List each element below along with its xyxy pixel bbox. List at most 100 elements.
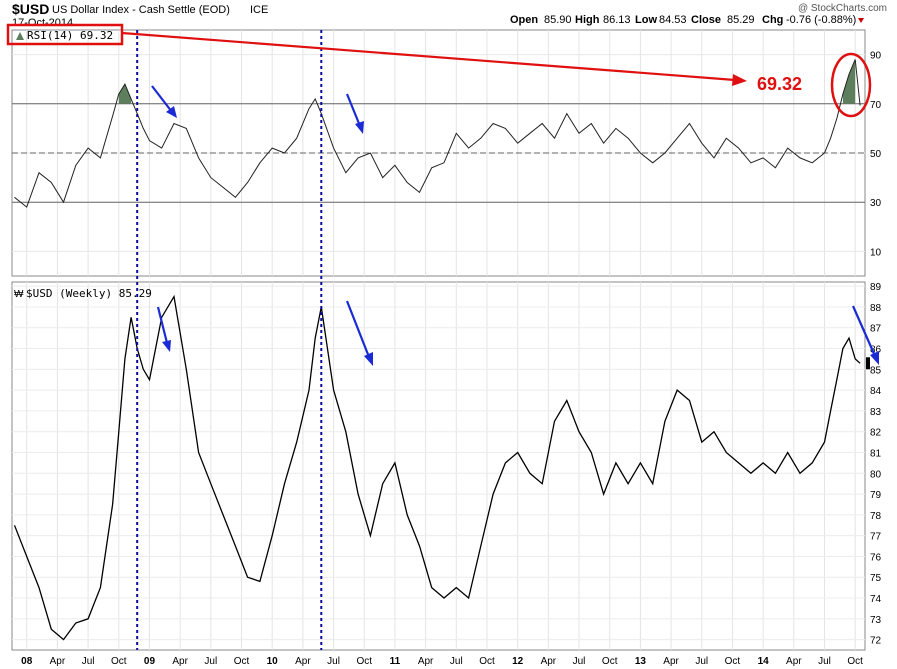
price-y-tick-81: 81 <box>870 448 882 459</box>
rsi-overbought-fill-2 <box>842 59 856 104</box>
x-tick-25: Apr <box>786 656 802 667</box>
price-panel-frame <box>11 281 866 651</box>
open-label: Open <box>510 14 538 26</box>
price-panel: 72 73 74 75 76 77 78 79 80 81 82 83 84 85 86 87 88 89 ₩ $… <box>11 281 882 651</box>
rsi-reference-lines <box>12 103 865 203</box>
x-tick-27: Oct <box>847 656 863 667</box>
rsi-panel: 10 30 50 70 90 RSI(14) 69.32 <box>6 23 882 277</box>
price-y-tick-80: 80 <box>870 469 882 480</box>
price-y-tick-72: 72 <box>870 636 882 647</box>
low-label: Low <box>635 14 657 26</box>
price-y-tick-89: 89 <box>870 282 882 293</box>
x-tick-2: Jul <box>82 656 95 667</box>
x-tick-11: Oct <box>356 656 372 667</box>
price-y-tick-75: 75 <box>870 573 882 584</box>
x-tick-18: Jul <box>573 656 586 667</box>
price-y-tick-77: 77 <box>870 532 882 543</box>
chg-value: -0.76 (-0.88%) <box>786 14 856 26</box>
price-gridlines <box>12 282 865 650</box>
rsi-legend-icon <box>16 32 24 40</box>
x-tick-4: 09 <box>144 656 156 667</box>
rsi-legend: RSI(14) 69.32 <box>6 23 124 46</box>
current-price-tag <box>866 357 870 370</box>
x-tick-17: Apr <box>541 656 557 667</box>
rsi-y-tick-1: 30 <box>870 198 882 209</box>
blue-arrow-3 <box>156 306 171 352</box>
x-tick-3: Oct <box>111 656 127 667</box>
price-y-tick-86: 86 <box>870 345 882 356</box>
x-tick-16: 12 <box>512 656 524 667</box>
x-tick-26: Jul <box>818 656 831 667</box>
price-y-tick-74: 74 <box>870 594 882 605</box>
blue-arrow-2 <box>345 93 364 134</box>
price-y-axis: 72 73 74 75 76 77 78 79 80 81 82 83 84 85 86 87 88 89 <box>870 282 882 646</box>
x-tick-22: Jul <box>695 656 708 667</box>
x-tick-19: Oct <box>602 656 618 667</box>
red-callout-line <box>121 31 736 82</box>
chart-instrument-name: US Dollar Index - Cash Settle (EOD) <box>52 4 230 16</box>
price-y-tick-85: 85 <box>870 365 882 376</box>
price-current-marker <box>866 357 870 370</box>
x-tick-8: 10 <box>267 656 279 667</box>
chg-down-icon <box>858 18 864 23</box>
price-legend: ₩ $USD (Weekly) 85.29 <box>14 287 152 300</box>
chart-exchange: ICE <box>250 4 268 16</box>
x-tick-6: Jul <box>204 656 217 667</box>
close-value: 85.29 <box>727 14 755 26</box>
chart-symbol: $USD <box>12 1 49 17</box>
rsi-y-tick-4: 90 <box>870 51 882 62</box>
open-value: 85.90 <box>544 14 572 26</box>
x-tick-23: Oct <box>725 656 741 667</box>
x-tick-9: Apr <box>295 656 311 667</box>
price-legend-label: $USD (Weekly) 85.29 <box>26 287 152 300</box>
rsi-y-tick-0: 10 <box>870 247 882 258</box>
price-y-tick-87: 87 <box>870 324 882 335</box>
watermark: @ StockCharts.com <box>798 3 887 14</box>
price-y-tick-88: 88 <box>870 303 882 314</box>
high-value: 86.13 <box>603 14 631 26</box>
blue-arrow-1 <box>151 85 177 118</box>
x-tick-5: Apr <box>172 656 188 667</box>
red-callout-arrowhead <box>732 74 747 86</box>
price-y-tick-79: 79 <box>870 490 882 501</box>
x-tick-1: Apr <box>50 656 66 667</box>
x-tick-10: Jul <box>327 656 340 667</box>
x-tick-24: 14 <box>758 656 770 667</box>
rsi-series-line <box>14 59 861 208</box>
price-y-tick-78: 78 <box>870 511 882 522</box>
peak-marker-lines <box>136 30 323 650</box>
low-value: 84.53 <box>659 14 687 26</box>
x-tick-12: 11 <box>390 656 401 667</box>
price-y-tick-76: 76 <box>870 552 882 563</box>
blue-arrow-4 <box>345 300 373 366</box>
rsi-y-tick-2: 50 <box>870 149 882 160</box>
x-axis: 08 Apr Jul Oct 09 Apr Jul Oct 10 Apr Jul Oct 11 Apr Ju… <box>21 656 863 667</box>
rsi-value-annotation: 69.32 <box>757 74 802 94</box>
price-y-tick-84: 84 <box>870 386 882 397</box>
rsi-legend-highlight-box <box>6 23 124 46</box>
x-tick-14: Jul <box>450 656 463 667</box>
x-tick-21: Apr <box>663 656 679 667</box>
x-tick-7: Oct <box>234 656 250 667</box>
rsi-y-tick-3: 70 <box>870 100 882 111</box>
x-tick-15: Oct <box>479 656 495 667</box>
price-series-line <box>13 294 861 641</box>
rsi-y-axis: 10 30 50 70 90 <box>870 51 882 259</box>
x-tick-20: 13 <box>635 656 647 667</box>
rsi-legend-label: RSI(14) 69.32 <box>27 29 113 42</box>
close-label: Close <box>691 14 721 26</box>
rsi-highlight-circle <box>830 52 872 118</box>
annotations: 69.32 <box>121 31 879 366</box>
x-tick-0: 08 <box>21 656 33 667</box>
price-y-tick-83: 83 <box>870 407 882 418</box>
blue-arrow-5 <box>851 305 879 365</box>
ohlc-summary: Open 85.90 High 86.13 Low 84.53 Close 85… <box>510 14 864 26</box>
price-y-tick-82: 82 <box>870 428 882 439</box>
high-label: High <box>575 14 600 26</box>
chart-date: 17-Oct-2014 <box>12 17 73 29</box>
price-y-tick-73: 73 <box>870 615 882 626</box>
x-tick-13: Apr <box>418 656 434 667</box>
chg-label: Chg <box>762 14 783 26</box>
price-legend-icon: ₩ <box>14 289 24 300</box>
